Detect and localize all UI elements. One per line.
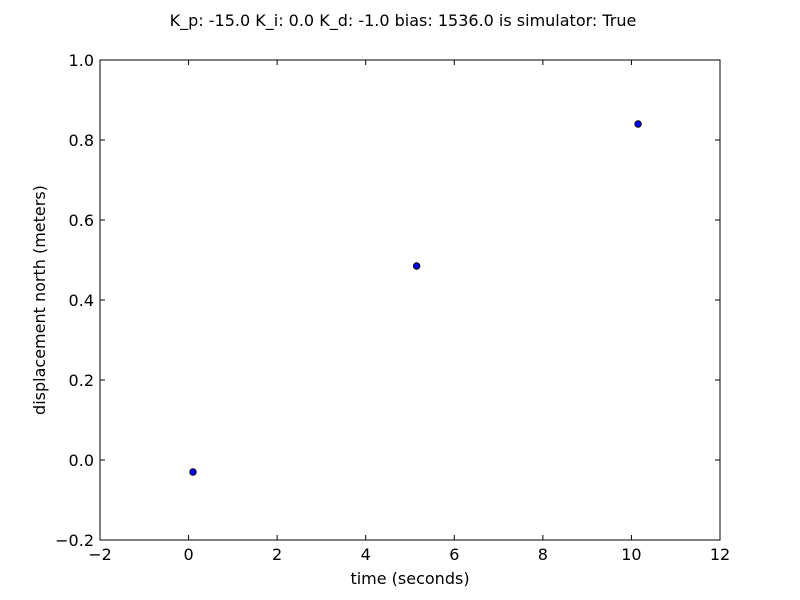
y-axis-label: displacement north (meters) — [30, 185, 49, 415]
y-tick-labels: −0.2 0.0 0.2 0.4 0.6 0.8 1.0 — [55, 51, 94, 550]
data-point — [189, 468, 197, 476]
plot-area — [100, 60, 720, 540]
x-tick-label: 6 — [449, 545, 459, 564]
data-point — [412, 262, 421, 270]
y-tick-label: 0.6 — [69, 211, 94, 230]
chart-title: K_p: -15.0 K_i: 0.0 K_d: -1.0 bias: 1536… — [170, 11, 637, 31]
x-tick-labels: −2 0 2 4 6 8 10 12 — [88, 545, 730, 564]
x-tick-label: 2 — [272, 545, 282, 564]
x-tick-label: −2 — [88, 545, 112, 564]
x-tick-label: 8 — [538, 545, 548, 564]
y-tick-label: −0.2 — [55, 531, 94, 550]
plot-frame — [99, 59, 721, 541]
data-points — [189, 120, 642, 476]
y-tick-label: 0.4 — [69, 291, 94, 310]
y-tick-label: 0.2 — [69, 371, 94, 390]
x-tick-label: 12 — [710, 545, 730, 564]
x-axis-label: time (seconds) — [350, 569, 469, 588]
y-tick-label: 1.0 — [69, 51, 94, 70]
y-tick-label: 0.0 — [69, 451, 94, 470]
data-point — [634, 120, 642, 128]
x-tick-label: 4 — [361, 545, 371, 564]
x-tick-label: 0 — [183, 545, 193, 564]
x-tick-label: 10 — [621, 545, 641, 564]
y-tick-label: 0.8 — [69, 131, 94, 150]
